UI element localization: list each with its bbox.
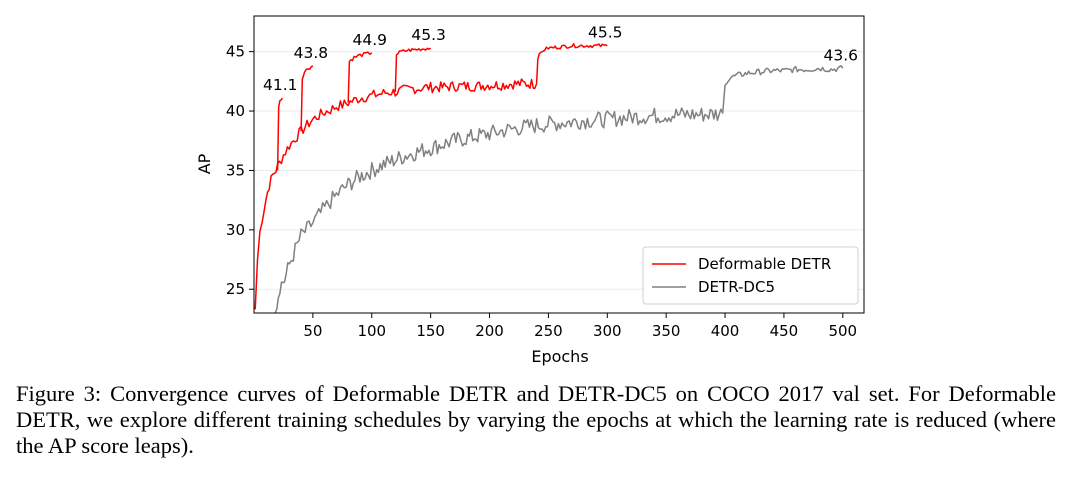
legend-label-deformable-detr: Deformable DETR: [698, 255, 831, 273]
y-axis-label: AP: [195, 153, 214, 174]
schedule-branch-line: [347, 51, 373, 103]
series-line-detr-dc5: [274, 107, 724, 314]
x-tick-label: 150: [416, 322, 445, 340]
y-tick-label: 40: [226, 102, 245, 120]
x-tick-label: 500: [828, 322, 857, 340]
y-tick-label: 25: [226, 280, 245, 298]
ap-annotation: 43.8: [294, 44, 329, 62]
schedule-branch-line: [535, 43, 608, 84]
y-axis-ticks: 25 30 35 40 45: [226, 43, 254, 298]
schedule-branch-line: [394, 47, 432, 93]
x-tick-label: 350: [652, 322, 681, 340]
legend-label-detr-dc5: DETR-DC5: [698, 278, 775, 296]
y-tick-label: 30: [226, 221, 245, 239]
legend: Deformable DETR DETR-DC5: [642, 246, 859, 305]
x-axis-label: Epochs: [531, 347, 588, 366]
y-tick-label: 35: [226, 161, 245, 179]
x-tick-label: 250: [534, 322, 563, 340]
x-tick-label: 450: [770, 322, 799, 340]
x-tick-label: 50: [303, 322, 322, 340]
x-tick-label: 200: [475, 322, 504, 340]
x-axis-ticks: 50 100 150 200 250 300 350 400 450 500: [303, 313, 857, 340]
ap-annotation: 45.5: [588, 24, 623, 42]
x-tick-label: 300: [593, 322, 622, 340]
ap-annotation: 43.6: [824, 46, 859, 64]
legend-box: [642, 246, 859, 305]
series-line-deformable-detr: [254, 78, 538, 310]
schedule-branch-line: [721, 65, 844, 114]
ap-annotation: 44.9: [353, 31, 388, 49]
x-tick-label: 400: [711, 322, 740, 340]
ap-annotation: 41.1: [263, 76, 298, 94]
annotations: 41.1 43.8 44.9 45.3 45.5 43.6: [263, 24, 858, 94]
series-lines: [254, 43, 844, 314]
schedule-branch-line: [276, 97, 283, 171]
schedule-branch-line: [300, 65, 314, 132]
figure-caption: Figure 3: Convergence curves of Deformab…: [16, 381, 1056, 458]
plot-frame: [253, 15, 865, 314]
x-tick-label: 100: [357, 322, 386, 340]
y-tick-label: 45: [226, 43, 245, 61]
ap-annotation: 45.3: [411, 26, 446, 44]
